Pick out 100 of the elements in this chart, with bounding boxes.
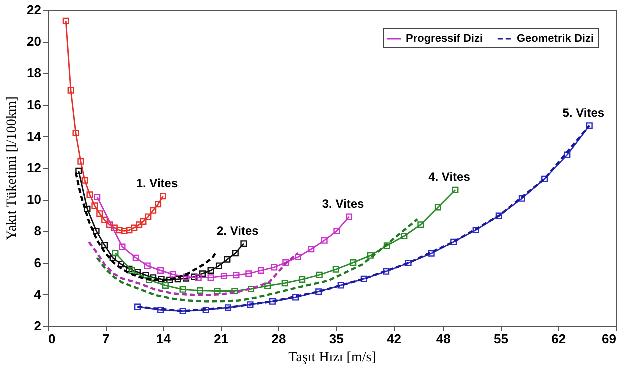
point [110, 254, 116, 262]
point [93, 228, 100, 234]
point [84, 206, 91, 212]
point [136, 222, 143, 228]
legend-label: Geometrik Dizi [517, 33, 594, 45]
x-tick-label: 35 [329, 332, 344, 346]
x-tick-label: 28 [272, 332, 286, 346]
point [384, 242, 390, 250]
legend-label: Progressif Dizi [406, 33, 484, 45]
point [180, 286, 186, 293]
point [225, 304, 232, 312]
point [233, 272, 240, 279]
point [155, 201, 162, 208]
point [282, 260, 290, 266]
y-tick-label: 18 [27, 66, 42, 81]
y-axis-title: Yakıt Tüketimi [l/100km] [5, 96, 20, 240]
point [346, 214, 353, 220]
point [316, 288, 322, 296]
point [118, 261, 125, 268]
point [246, 270, 252, 278]
point [102, 242, 108, 249]
point [496, 212, 502, 220]
point [106, 222, 113, 228]
point [94, 194, 101, 200]
annotation: 4. Vites [428, 170, 471, 184]
point [68, 87, 74, 94]
point [299, 276, 306, 283]
y-tick-label: 4 [34, 286, 42, 302]
x-tick-label: 55 [494, 332, 508, 346]
point [150, 274, 157, 282]
point [140, 218, 147, 225]
point [92, 202, 98, 210]
point [564, 152, 571, 158]
point [450, 238, 458, 246]
point [197, 288, 204, 294]
point [224, 256, 231, 263]
point [208, 267, 214, 274]
y-tick-label: 22 [27, 2, 42, 18]
point [82, 177, 88, 184]
y-tick-label: 2 [34, 318, 42, 334]
y-tick-label: 10 [27, 192, 42, 208]
point [145, 214, 152, 220]
point [158, 276, 165, 283]
point [160, 193, 166, 200]
x-axis-title: Taşıt Hızı [m/s] [288, 350, 376, 366]
point [332, 266, 340, 273]
point [360, 276, 368, 282]
point [150, 207, 157, 214]
point [142, 272, 150, 279]
point [134, 304, 141, 310]
point [428, 250, 435, 257]
point [146, 276, 152, 284]
point [220, 272, 228, 280]
point [216, 262, 222, 270]
point [76, 168, 82, 174]
point [271, 264, 278, 271]
point [434, 204, 442, 211]
point [126, 227, 133, 234]
x-tick-label: 14 [156, 332, 172, 346]
point [202, 306, 210, 314]
point [334, 228, 340, 234]
point [208, 274, 214, 282]
point [321, 237, 328, 244]
point [132, 254, 140, 262]
point [383, 268, 390, 275]
point [86, 192, 94, 198]
point [158, 267, 164, 274]
point [269, 298, 276, 305]
annotation: 3. Vites [322, 196, 365, 211]
point [102, 216, 108, 224]
point [111, 224, 118, 232]
point [316, 272, 323, 278]
x-tick-label: 0 [48, 332, 56, 346]
point [128, 267, 136, 274]
point [96, 210, 104, 218]
point [180, 308, 186, 315]
point [240, 240, 248, 248]
point [134, 269, 141, 276]
y-tick-label: 6 [34, 255, 42, 270]
point [131, 224, 138, 232]
point [78, 158, 84, 165]
point [158, 306, 164, 314]
point [62, 18, 70, 24]
point [214, 288, 221, 294]
point [292, 294, 300, 301]
y-tick-label: 14 [27, 128, 42, 144]
point [166, 276, 174, 284]
x-tick-label: 69 [602, 332, 616, 346]
point [405, 260, 412, 267]
point [195, 274, 202, 282]
y-tick-label: 16 [27, 97, 42, 112]
point [518, 195, 526, 202]
point [264, 282, 272, 290]
point [418, 222, 424, 228]
point [144, 262, 151, 270]
point [295, 254, 302, 261]
point [119, 244, 126, 250]
annotation: 1. Vites [136, 176, 178, 190]
x-tick-label: 7 [102, 332, 110, 346]
point [308, 246, 315, 253]
